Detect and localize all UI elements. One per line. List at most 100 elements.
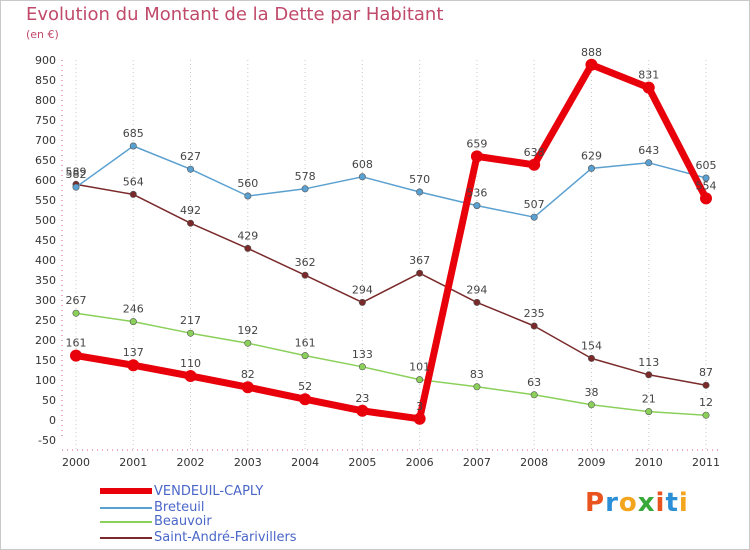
data-label-breteuil: 605 [696, 159, 717, 172]
data-label-saint-andre-farivillers: 564 [123, 175, 144, 188]
data-point-breteuil [301, 185, 309, 193]
data-label-vendeuil-caply: 659 [466, 137, 487, 150]
y-tick-label: 0 [49, 414, 56, 427]
series-line-saint-andre-farivillers [75, 183, 707, 386]
data-point-beauvoir [129, 318, 137, 326]
data-label-beauvoir: 246 [123, 303, 144, 316]
data-label-vendeuil-caply: 554 [696, 179, 717, 192]
x-tick-label-2006: 2006 [406, 456, 434, 469]
data-point-vendeuil-caply [413, 412, 426, 425]
data-label-vendeuil-caply: 888 [581, 46, 602, 59]
y-tick-label: 800 [35, 94, 56, 107]
data-label-beauvoir: 217 [180, 314, 201, 327]
legend-swatch-beauvoir [100, 521, 152, 523]
data-point-beauvoir [416, 376, 424, 384]
x-tick-label-2009: 2009 [577, 456, 605, 469]
data-point-beauvoir [473, 383, 481, 391]
data-point-breteuil [358, 173, 366, 181]
data-label-beauvoir: 83 [470, 368, 484, 381]
y-tick-label: 600 [35, 174, 56, 187]
data-label-vendeuil-caply: 82 [241, 368, 255, 381]
chart-subtitle: (en €) [26, 28, 59, 41]
data-label-breteuil: 578 [295, 170, 316, 183]
data-point-beauvoir [587, 401, 595, 409]
data-label-saint-andre-farivillers: 235 [524, 307, 545, 320]
legend-label-saint-andre-farivillers: Saint-André-Farivillers [154, 530, 297, 545]
data-point-beauvoir [530, 391, 538, 399]
axes: -50 0 50 100 150 200 250 300 350 400 450 500 550 600 6… [35, 54, 720, 469]
data-label-vendeuil-caply: 137 [123, 346, 144, 359]
y-tick-label: 400 [35, 254, 56, 267]
data-label-saint-andre-farivillers: 87 [699, 366, 713, 379]
x-tick-label-2003: 2003 [234, 456, 262, 469]
y-tick-label: 350 [35, 274, 56, 287]
data-point-saint-andre-farivillers [416, 269, 424, 277]
grid-lines [75, 60, 707, 450]
data-point-saint-andre-farivillers [129, 190, 137, 198]
legend-label-breteuil: Breteuil [154, 500, 205, 515]
logo-letter: i [678, 488, 689, 518]
logo-letter: t [665, 488, 679, 518]
data-label-breteuil: 608 [352, 158, 373, 171]
y-tick-label: 900 [35, 54, 56, 67]
y-tick-label: -50 [38, 434, 56, 447]
data-point-saint-andre-farivillers [187, 219, 195, 227]
data-point-vendeuil-caply [299, 393, 312, 406]
data-label-vendeuil-caply: 52 [298, 380, 312, 393]
data-label-beauvoir: 38 [584, 386, 598, 399]
data-label-beauvoir: 63 [527, 376, 541, 389]
y-tick-label: 750 [35, 114, 56, 127]
data-label-breteuil: 627 [180, 150, 201, 163]
data-label-breteuil: 685 [123, 127, 144, 140]
data-point-breteuil [129, 142, 137, 150]
series-line-breteuil [75, 145, 707, 218]
data-point-vendeuil-caply [585, 58, 598, 71]
data-label-breteuil: 643 [638, 144, 659, 157]
x-tick-label-2005: 2005 [348, 456, 376, 469]
y-tick-label: 150 [35, 354, 56, 367]
x-tick-label-2008: 2008 [520, 456, 548, 469]
data-label-saint-andre-farivillers: 589 [66, 165, 87, 178]
chart-title: Evolution du Montant de la Dette par Hab… [26, 4, 444, 25]
data-label-beauvoir: 133 [352, 348, 373, 361]
legend-label-vendeuil-caply: VENDEUIL-CAPLY [154, 484, 264, 499]
y-tick-label: 300 [35, 294, 56, 307]
data-point-saint-andre-farivillers [702, 381, 710, 389]
data-point-beauvoir [301, 352, 309, 360]
data-point-vendeuil-caply [127, 359, 140, 372]
data-label-breteuil: 507 [524, 198, 545, 211]
data-point-breteuil [702, 174, 710, 182]
legend-swatch-breteuil [100, 507, 152, 509]
x-tick-label-2000: 2000 [62, 456, 90, 469]
y-tick-label: 550 [35, 194, 56, 207]
series-group [70, 58, 712, 425]
logo-letter: x [637, 488, 656, 518]
data-point-breteuil [187, 165, 195, 173]
data-point-breteuil [645, 159, 653, 167]
x-tick-label-2010: 2010 [635, 456, 663, 469]
data-point-vendeuil-caply [241, 381, 254, 394]
data-point-vendeuil-caply [528, 158, 541, 171]
x-tick-label-2002: 2002 [177, 456, 205, 469]
data-label-vendeuil-caply: 23 [355, 392, 369, 405]
y-tick-label: 700 [35, 134, 56, 147]
x-tick-label-2004: 2004 [291, 456, 319, 469]
data-point-breteuil [587, 164, 595, 172]
data-label-beauvoir: 192 [237, 324, 258, 337]
logo-letter: o [618, 488, 638, 518]
data-point-beauvoir [244, 339, 252, 347]
data-label-saint-andre-farivillers: 113 [638, 356, 659, 369]
logo-letter: P [585, 488, 606, 518]
data-point-saint-andre-farivillers [301, 271, 309, 279]
data-labels: 161 137 110 82 52 23 3 659 638 888 831 554 582 685 627… [66, 46, 717, 413]
data-point-vendeuil-caply [470, 150, 483, 163]
data-point-beauvoir [72, 309, 80, 317]
data-point-breteuil [244, 192, 252, 200]
data-label-saint-andre-farivillers: 294 [352, 283, 373, 296]
x-tick-label-2011: 2011 [692, 456, 720, 469]
logo-letter: r [605, 488, 619, 518]
data-label-beauvoir: 161 [295, 337, 316, 350]
legend-label-beauvoir: Beauvoir [154, 514, 212, 529]
